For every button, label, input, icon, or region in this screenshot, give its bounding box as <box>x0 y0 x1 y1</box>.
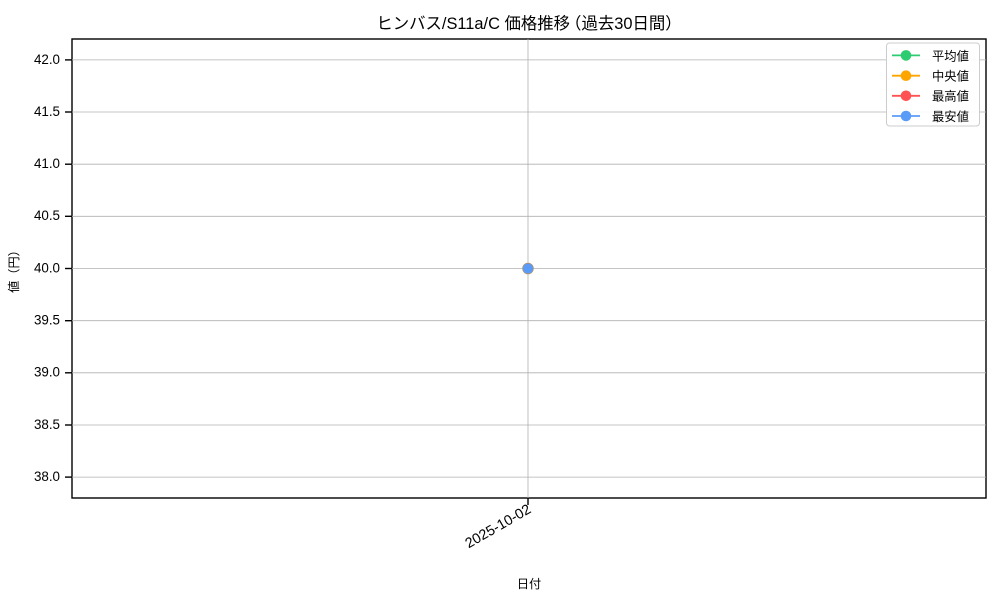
svg-text:値（円）: 値（円） <box>6 244 21 293</box>
svg-text:中央値: 中央値 <box>932 69 969 84</box>
svg-text:38.0: 38.0 <box>34 469 60 484</box>
svg-text:41.0: 41.0 <box>34 156 60 171</box>
svg-text:42.0: 42.0 <box>34 52 60 67</box>
svg-text:39.5: 39.5 <box>34 313 60 328</box>
svg-text:41.5: 41.5 <box>34 104 60 119</box>
svg-text:38.5: 38.5 <box>34 417 60 432</box>
svg-text:40.0: 40.0 <box>34 260 60 275</box>
svg-text:2025-10-02: 2025-10-02 <box>463 502 534 552</box>
svg-text:最高値: 最高値 <box>932 89 969 104</box>
svg-text:平均値: 平均値 <box>932 48 969 63</box>
svg-text:最安値: 最安値 <box>932 109 969 124</box>
svg-text:39.0: 39.0 <box>34 365 60 380</box>
svg-text:40.5: 40.5 <box>34 208 60 223</box>
svg-text:ヒンバス/S11a/C 価格推移（過去30日間）: ヒンバス/S11a/C 価格推移（過去30日間） <box>376 15 681 33</box>
svg-text:日付: 日付 <box>517 577 541 591</box>
